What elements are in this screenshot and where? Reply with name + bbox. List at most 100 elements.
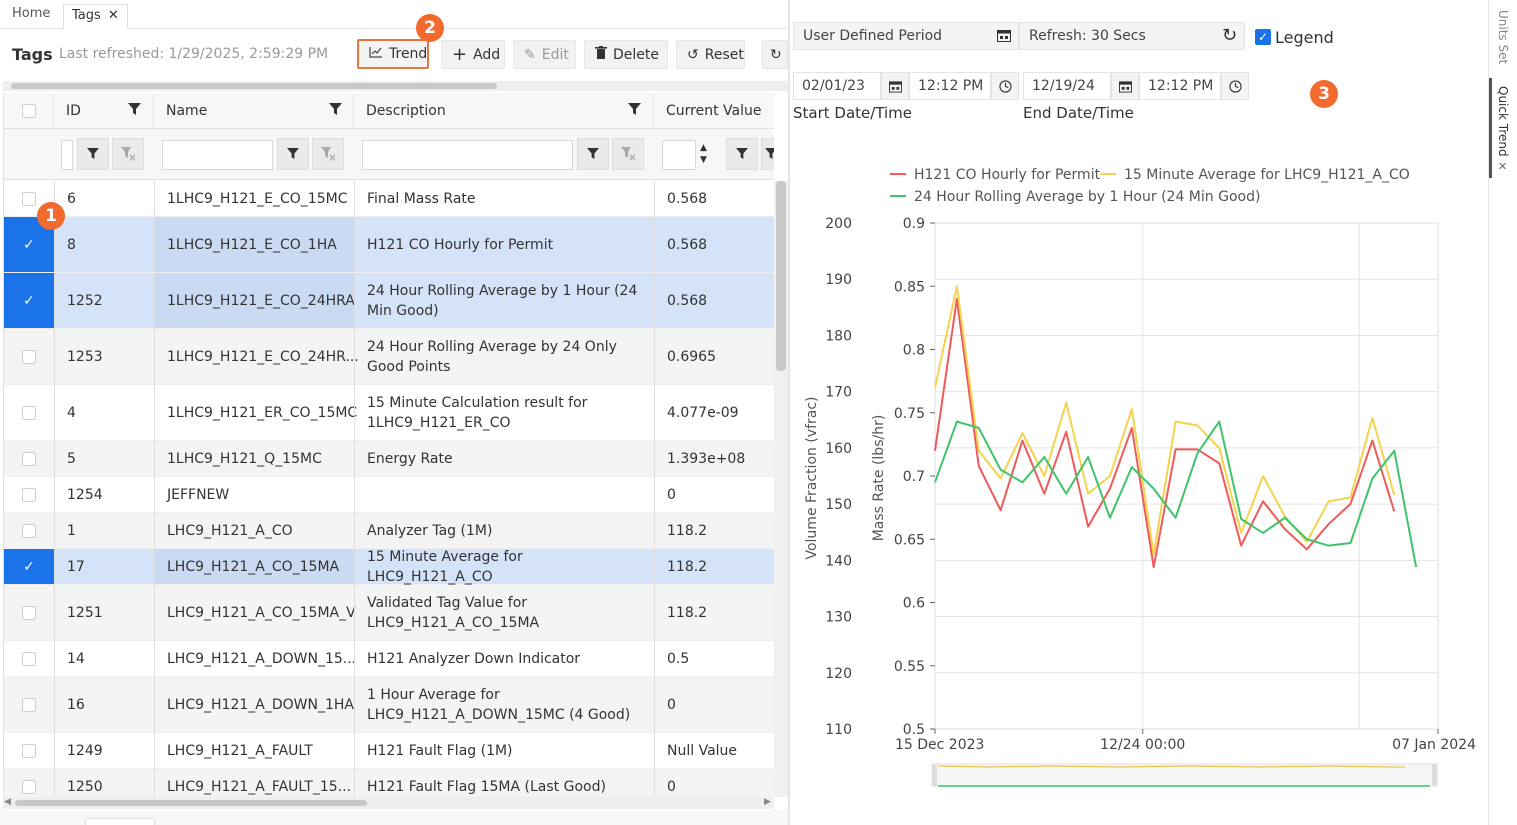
filter-icon[interactable] (577, 138, 609, 170)
period-select[interactable]: User Defined Period (793, 22, 1019, 50)
row-checkbox[interactable] (22, 191, 36, 206)
row-select-cell[interactable]: ✓ (4, 273, 54, 328)
tab-tags[interactable]: Tags ✕ (63, 4, 128, 29)
row-select-cell[interactable] (4, 733, 54, 768)
scrollbar-thumb[interactable] (11, 83, 497, 89)
row-checkbox[interactable] (22, 743, 36, 758)
filter-icon[interactable] (277, 138, 309, 170)
name-filter-input[interactable] (162, 140, 273, 170)
page-size-select[interactable] (85, 818, 155, 825)
start-date-input[interactable]: 02/01/23 (793, 72, 881, 100)
row-checkbox[interactable] (22, 451, 36, 466)
tab-units-set[interactable]: Units Set (1496, 10, 1510, 65)
checkmark-icon[interactable]: ✓ (23, 292, 35, 309)
value-filter-input[interactable] (662, 140, 696, 170)
refresh-interval-select[interactable]: Refresh: 30 Secs (1019, 22, 1245, 50)
table-row[interactable]: 6 1LHC9_H121_E_CO_15MC Final Mass Rate 0.56… (4, 181, 774, 217)
start-time-input[interactable]: 12:12 PM (909, 72, 991, 100)
end-time-input[interactable]: 12:12 PM (1139, 72, 1221, 100)
table-row[interactable]: 4 1LHC9_H121_ER_CO_15MC 15 Minute Calculat… (4, 385, 774, 441)
row-select-cell[interactable] (4, 477, 54, 512)
column-header-name[interactable]: Name (154, 93, 354, 129)
delete-button[interactable]: Delete (584, 40, 668, 69)
calendar-icon[interactable] (997, 28, 1011, 46)
id-filter-input[interactable] (61, 140, 73, 170)
tab-home[interactable]: Home (12, 6, 51, 21)
table-row[interactable]: 1250 LHC9_H121_A_FAULT_15... H121 Fault Fl… (4, 769, 774, 797)
row-select-cell[interactable] (4, 181, 54, 216)
clear-filter-icon[interactable] (612, 138, 644, 170)
spinner-icon[interactable]: ▲ ▼ (700, 143, 707, 165)
filter-icon[interactable] (761, 138, 774, 170)
row-checkbox[interactable] (22, 779, 36, 794)
row-select-cell[interactable] (4, 769, 54, 797)
range-navigator[interactable] (931, 763, 1438, 787)
filter-icon[interactable] (628, 103, 641, 120)
checkmark-icon[interactable]: ✓ (23, 236, 35, 253)
select-all-checkbox[interactable] (21, 104, 36, 118)
row-checkbox[interactable] (22, 523, 36, 538)
grid-vertical-scrollbar[interactable] (774, 181, 788, 797)
clear-filter-icon[interactable] (112, 138, 144, 170)
close-icon[interactable]: ✕ (107, 8, 119, 23)
filter-icon[interactable] (77, 138, 109, 170)
table-row[interactable]: 1253 1LHC9_H121_E_CO_24HR... 24 Hour Rolli… (4, 329, 774, 385)
filter-icon[interactable] (726, 138, 758, 170)
scroll-right-icon[interactable]: ▶ (764, 797, 771, 807)
row-select-cell[interactable]: ✓ (4, 549, 54, 584)
bottom-horizontal-scrollbar[interactable]: ◀ ▶ (3, 797, 774, 809)
column-header-description[interactable]: Description (354, 93, 654, 129)
row-checkbox[interactable] (22, 349, 36, 364)
table-row[interactable]: 1 LHC9_H121_A_CO Analyzer Tag (1M) 118.2 (4, 513, 774, 549)
end-date-input[interactable]: 12/19/24 (1023, 72, 1111, 100)
filter-icon[interactable] (329, 103, 342, 120)
table-row[interactable]: ✓ 17 LHC9_H121_A_CO_15MA 15 Minute Average … (4, 549, 774, 585)
row-select-cell[interactable] (4, 385, 54, 440)
row-checkbox[interactable] (22, 605, 36, 620)
description-filter-input[interactable] (362, 140, 573, 170)
clock-icon[interactable] (991, 72, 1019, 100)
edit-button[interactable]: ✎ Edit (513, 40, 576, 69)
panel-splitter[interactable] (788, 0, 790, 825)
column-header-current-value[interactable]: Current Value (654, 93, 774, 129)
navigator-handle-right[interactable] (1432, 764, 1437, 786)
refresh-button[interactable]: ↻ (762, 40, 788, 69)
close-icon[interactable]: ✕ (1498, 160, 1508, 173)
table-row[interactable]: ✓ 8 1LHC9_H121_E_CO_1HA H121 CO Hourly for … (4, 217, 774, 273)
table-row[interactable]: 1254 JEFFNEW 0 (4, 477, 774, 513)
calendar-icon[interactable] (881, 72, 909, 100)
row-select-cell[interactable] (4, 329, 54, 384)
checkmark-icon[interactable]: ✓ (23, 558, 35, 575)
row-checkbox[interactable] (22, 651, 36, 666)
reset-button[interactable]: ↺ Reset (676, 40, 745, 69)
tab-quick-trend[interactable]: Quick Trend (1496, 86, 1510, 157)
row-select-cell[interactable] (4, 641, 54, 676)
table-row[interactable]: 1251 LHC9_H121_A_CO_15MA_V Validated Tag V… (4, 585, 774, 641)
row-checkbox[interactable] (22, 487, 36, 502)
calendar-icon[interactable] (1111, 72, 1139, 100)
refresh-icon[interactable]: ↻ (1222, 25, 1238, 46)
add-button[interactable]: + Add (441, 40, 505, 69)
filter-icon[interactable] (128, 103, 141, 120)
column-header-id[interactable]: ID (54, 93, 154, 129)
table-row[interactable]: 5 1LHC9_H121_Q_15MC Energy Rate 1.393e+08 (4, 441, 774, 477)
table-row[interactable]: 1249 LHC9_H121_A_FAULT H121 Fault Flag (1M… (4, 733, 774, 769)
scrollbar-thumb[interactable] (776, 181, 786, 371)
table-row[interactable]: ✓ 1252 1LHC9_H121_E_CO_24HRA 24 Hour Rollin… (4, 273, 774, 329)
top-horizontal-scrollbar[interactable] (3, 81, 788, 91)
legend-checkbox[interactable]: ✓ (1255, 29, 1271, 45)
clock-icon[interactable] (1221, 72, 1249, 100)
clear-filter-icon[interactable] (312, 138, 344, 170)
row-checkbox[interactable] (22, 697, 36, 712)
row-select-cell[interactable] (4, 513, 54, 548)
scroll-left-icon[interactable]: ◀ (4, 797, 11, 807)
row-select-cell[interactable] (4, 585, 54, 640)
table-row[interactable]: 16 LHC9_H121_A_DOWN_1HA 1 Hour Average for… (4, 677, 774, 733)
trend-button[interactable]: Trend (357, 39, 429, 69)
navigator-handle-left[interactable] (932, 764, 937, 786)
row-select-cell[interactable] (4, 677, 54, 732)
scrollbar-thumb[interactable] (15, 800, 367, 806)
table-row[interactable]: 14 LHC9_H121_A_DOWN_15... H121 Analyzer Do… (4, 641, 774, 677)
row-checkbox[interactable] (22, 405, 36, 420)
row-select-cell[interactable] (4, 441, 54, 476)
